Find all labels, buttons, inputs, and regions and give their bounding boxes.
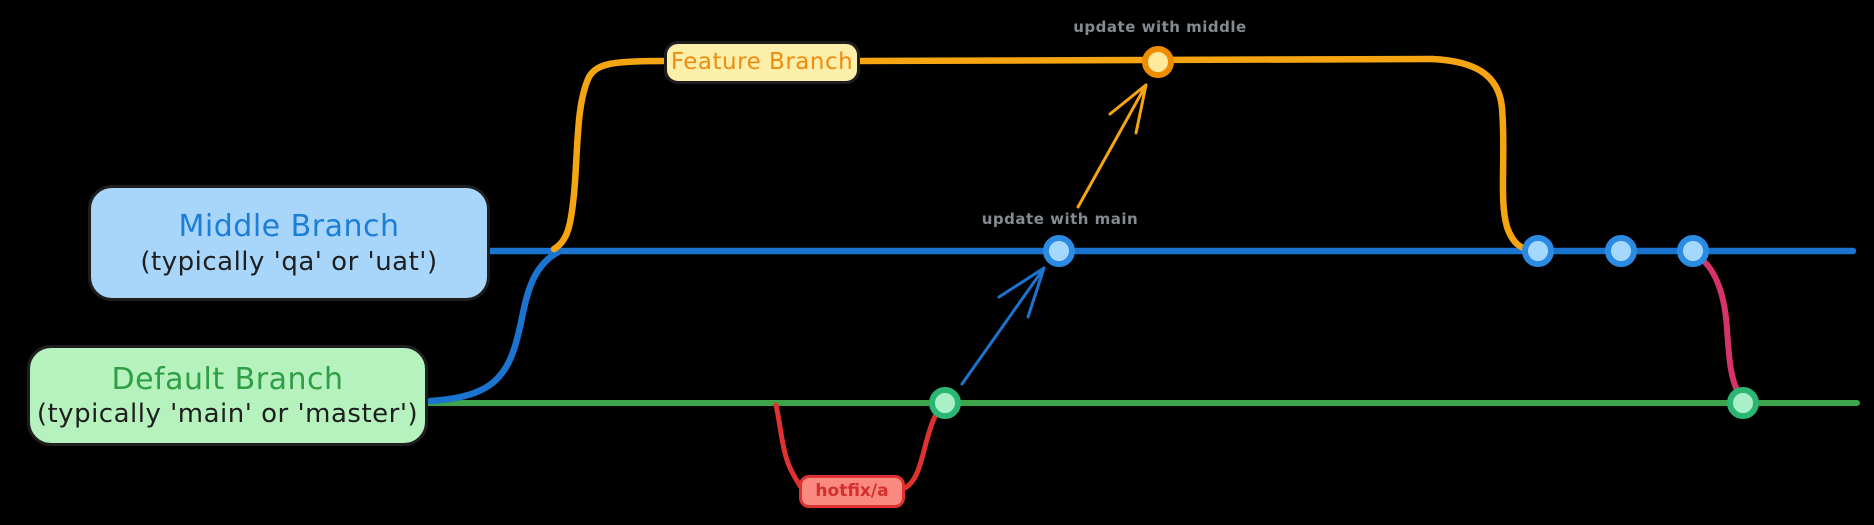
hotfix-branch-fork-curve — [773, 402, 805, 492]
feature-commit-node — [1142, 46, 1174, 78]
update-with-main-arrow-head — [997, 266, 1046, 319]
update-with-middle-annotation: update with middle — [1073, 18, 1247, 36]
feature-branch-merge-curve — [1428, 55, 1541, 255]
default-commit-node-hotfix-merge — [929, 387, 961, 419]
feature-branch-fork-curve — [550, 57, 667, 253]
feature-branch-label-box: Feature Branch — [664, 41, 860, 84]
update-with-middle-arrow-shaft — [1076, 83, 1148, 209]
update-with-main-arrow — [960, 266, 1046, 386]
middle-commit-node-update-main — [1043, 235, 1075, 267]
middle-branch-title: Middle Branch — [178, 209, 400, 244]
update-with-middle-arrow-head — [1108, 83, 1148, 135]
middle-branch-subtitle: (typically 'qa' or 'uat') — [140, 246, 438, 277]
default-branch-subtitle: (typically 'main' or 'master') — [36, 399, 419, 429]
update-with-middle-arrow — [1076, 83, 1148, 209]
middle-branch-label-box: Middle Branch (typically 'qa' or 'uat') — [88, 185, 490, 301]
hotfix-branch-title: hotfix/a — [815, 480, 889, 501]
middle-commit-node-feature-merge — [1522, 235, 1554, 267]
update-with-main-annotation: update with main — [981, 210, 1139, 228]
middle-branch-fork-curve — [426, 248, 562, 405]
hotfix-branch-label-box: hotfix/a — [799, 475, 905, 508]
release-merge-curve — [1696, 254, 1745, 401]
middle-commit-node-3 — [1677, 235, 1709, 267]
update-with-main-arrow-shaft — [960, 266, 1046, 386]
default-commit-node-release-merge — [1727, 387, 1759, 419]
middle-commit-node-2 — [1605, 235, 1637, 267]
feature-branch-title: Feature Branch — [670, 49, 854, 76]
hotfix-branch-merge-curve — [900, 403, 945, 492]
default-branch-label-box: Default Branch (typically 'main' or 'mas… — [27, 345, 428, 446]
default-branch-title: Default Branch — [111, 361, 344, 397]
